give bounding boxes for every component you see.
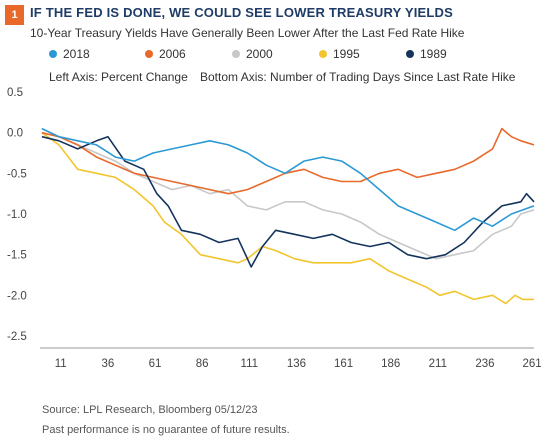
x-tick-label: 86 (196, 358, 209, 370)
x-tick-label: 11 (55, 358, 67, 370)
x-tick-label: 111 (241, 358, 258, 370)
series-line-2000 (41, 127, 535, 260)
legend-label: 1995 (333, 47, 360, 61)
series-line-2006 (41, 127, 535, 195)
legend-label: 2006 (159, 47, 186, 61)
y-tick-label: 0.0 (7, 128, 23, 140)
legend-label: 1989 (420, 47, 447, 61)
y-tick-label: -1.5 (7, 250, 27, 262)
x-tick-label: 236 (475, 358, 494, 370)
x-tick-label: 36 (101, 358, 114, 370)
legend-item-1995: 1995 (319, 47, 360, 61)
series-line-1995 (41, 132, 534, 305)
legend-item-2000: 2000 (232, 47, 273, 61)
legend-swatch (49, 50, 57, 58)
legend-item-1989: 1989 (406, 47, 447, 61)
legend-swatch (145, 50, 153, 58)
y-tick-label: -0.5 (7, 168, 27, 180)
legend-label: 2018 (63, 47, 90, 61)
chart-number-badge: 1 (5, 5, 24, 25)
series-line-1989 (41, 135, 535, 268)
chart-subtitle: 10-Year Treasury Yields Have Generally B… (30, 26, 465, 40)
y-tick-label: 0.5 (7, 87, 23, 99)
legend-item-2006: 2006 (145, 47, 186, 61)
legend-item-2018: 2018 (49, 47, 90, 61)
legend-swatch (406, 50, 414, 58)
x-tick-label: 161 (334, 358, 353, 370)
legend-swatch (319, 50, 327, 58)
x-tick-label: 261 (523, 358, 542, 370)
x-tick-label: 61 (149, 358, 162, 370)
legend-swatch (232, 50, 240, 58)
y-tick-label: -1.0 (7, 209, 27, 221)
bottom-axis-note: Bottom Axis: Number of Trading Days Sinc… (200, 70, 516, 84)
x-tick-label: 136 (287, 358, 306, 370)
y-tick-label: -2.0 (7, 290, 27, 302)
disclaimer-note: Past performance is no guarantee of futu… (42, 424, 290, 436)
legend-label: 2000 (246, 47, 273, 61)
series-line-2018 (41, 127, 535, 232)
x-tick-label: 186 (381, 358, 400, 370)
x-tick-label: 211 (429, 358, 447, 370)
source-note: Source: LPL Research, Bloomberg 05/12/23 (42, 404, 258, 416)
y-tick-label: -2.5 (7, 331, 27, 343)
chart-title: IF THE FED IS DONE, WE COULD SEE LOWER T… (30, 5, 453, 20)
left-axis-note: Left Axis: Percent Change (49, 70, 188, 84)
